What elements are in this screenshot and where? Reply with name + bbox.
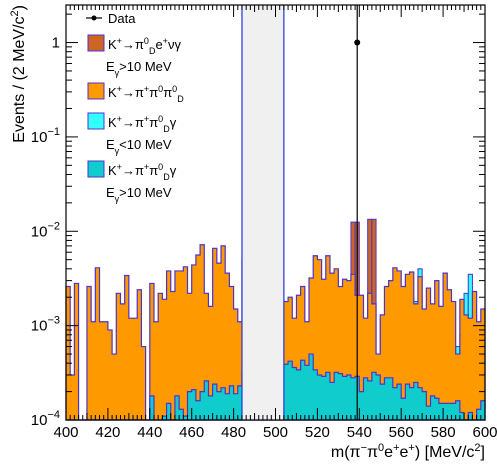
legend-box bbox=[80, 10, 232, 208]
x-tick-label: 580 bbox=[431, 424, 456, 441]
legend-data-marker bbox=[91, 15, 97, 21]
x-tick-label: 460 bbox=[179, 424, 204, 441]
signal-window-fill bbox=[241, 5, 284, 420]
x-tick-label: 500 bbox=[263, 424, 288, 441]
signal-window bbox=[241, 5, 285, 420]
data-series bbox=[354, 5, 361, 420]
y-tick-label: 10−1 bbox=[31, 126, 60, 146]
x-tick-label: 420 bbox=[95, 424, 120, 441]
x-tick-label: 400 bbox=[53, 424, 78, 441]
legend-swatch bbox=[87, 160, 105, 178]
y-tick-label: 10−4 bbox=[31, 409, 60, 429]
y-axis-title: Events / (2 MeV/c2) bbox=[9, 5, 28, 143]
axes: 400 420 440 460 480 500 520 540 560 580 600 10−4 10−… bbox=[9, 4, 498, 461]
legend-swatch bbox=[87, 112, 105, 130]
legend-sublabel: Eγ>10 MeV bbox=[106, 185, 172, 204]
x-tick-label: 520 bbox=[305, 424, 330, 441]
legend-swatch bbox=[87, 82, 105, 100]
legend-sublabel: Eγ>10 MeV bbox=[106, 59, 172, 78]
y-tick-label: 10−2 bbox=[31, 220, 60, 240]
legend-sublabel: Eγ<10 MeV bbox=[106, 137, 172, 156]
x-tick-label: 600 bbox=[472, 424, 497, 441]
x-tick-label: 480 bbox=[221, 424, 246, 441]
y-tick-label: 10−3 bbox=[31, 315, 60, 335]
legend-label: Data bbox=[108, 11, 136, 26]
legend-swatch bbox=[87, 34, 105, 52]
x-tick-label: 540 bbox=[347, 424, 372, 441]
data-point bbox=[354, 39, 361, 46]
x-axis-title: m(π−π0e+e+) [MeV/c2] bbox=[331, 442, 485, 461]
x-tick-label: 440 bbox=[137, 424, 162, 441]
x-tick-label: 560 bbox=[389, 424, 414, 441]
y-tick-label: 1 bbox=[52, 35, 60, 52]
